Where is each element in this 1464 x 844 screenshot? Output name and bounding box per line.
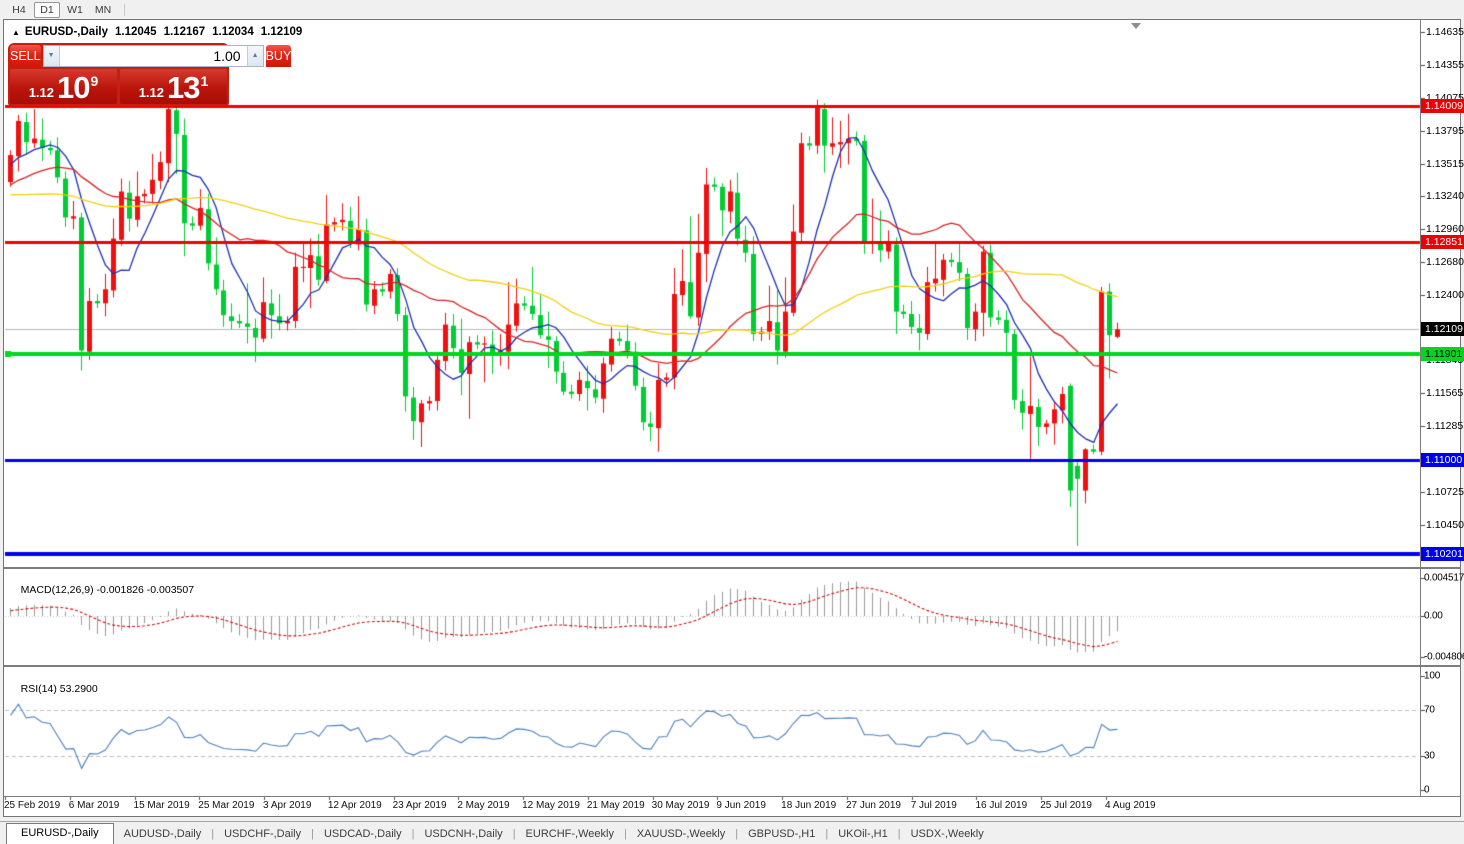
chart-tab-usdx-weekly[interactable]: USDX-,Weekly xyxy=(910,828,984,840)
date-axis-separator xyxy=(4,796,1461,797)
date-tick-label: 4 Aug 2019 xyxy=(1105,800,1156,811)
date-tick-label: 15 Mar 2019 xyxy=(133,800,190,811)
chart-title: ▲ EURUSD-,Daily 1.12045 1.12167 1.12034 … xyxy=(12,25,302,39)
date-tick-label: 16 Jul 2019 xyxy=(975,800,1028,811)
rsi-scale-label: 100 xyxy=(1424,670,1441,682)
chart-tab-audusd-daily[interactable]: AUDUSD-,Daily xyxy=(123,828,202,840)
ohlc-close: 1.12109 xyxy=(260,26,303,38)
date-tick-label: 25 Jul 2019 xyxy=(1040,800,1092,811)
chart-shift-marker-icon[interactable] xyxy=(1131,23,1141,29)
hline-price-badge[interactable]: 1.11000 xyxy=(1421,452,1464,467)
ohlc-high: 1.12167 xyxy=(163,26,206,38)
hline-price-badge[interactable]: 1.14009 xyxy=(1421,98,1464,113)
chart-symbol-label: EURUSD-,Daily xyxy=(24,26,108,38)
hline-price-badge[interactable]: 1.11901 xyxy=(1421,346,1464,361)
tab-separator: | xyxy=(211,828,215,840)
macd-pane-separator[interactable] xyxy=(4,567,1461,569)
price-tick-label: 1.14635 xyxy=(1426,26,1464,38)
date-tick-label: 2 May 2019 xyxy=(457,800,510,811)
price-tick-label: 1.14355 xyxy=(1426,58,1464,71)
date-tick-label: 23 Apr 2019 xyxy=(392,800,447,811)
sell-price-pip: 9 xyxy=(90,73,99,89)
chart-tab-gbpusd-h1[interactable]: GBPUSD-,H1 xyxy=(748,828,816,840)
chart-tab-ukoil-h1[interactable]: UKOil-,H1 xyxy=(838,828,888,840)
chart-tab-usdcad-daily[interactable]: USDCAD-,Daily xyxy=(323,828,402,840)
current-price-badge: 1.12109 xyxy=(1421,322,1464,337)
tab-separator: | xyxy=(311,828,314,840)
volume-input[interactable] xyxy=(59,46,247,66)
buy-price-box[interactable]: 1.12 13 1 xyxy=(120,69,227,104)
price-tick-label: 1.11285 xyxy=(1426,420,1464,433)
tab-separator: | xyxy=(512,828,516,840)
hline-price-badge[interactable]: 1.12851 xyxy=(1421,235,1464,250)
buy-price-pip: 1 xyxy=(200,73,209,89)
macd-indicator-label: MACD(12,26,9) -0.001826 -0.003507 xyxy=(20,584,195,596)
price-tick-label: 1.13795 xyxy=(1426,124,1464,137)
macd-signal-value: -0.003507 xyxy=(146,584,195,596)
price-tick-label: 1.10725 xyxy=(1426,486,1464,499)
chart-tab-eurusd-daily[interactable]: EURUSD-,Daily xyxy=(6,823,114,844)
date-tick-label: 27 Jun 2019 xyxy=(845,800,901,811)
price-tick-label: 1.12960 xyxy=(1426,223,1464,236)
sell-price-box[interactable]: 1.12 10 9 xyxy=(10,69,117,104)
tab-separator: | xyxy=(735,828,739,840)
buy-price-prefix: 1.12 xyxy=(138,85,165,100)
volume-decrease-icon[interactable]: ▼ xyxy=(43,46,60,66)
rsi-scale-label: 30 xyxy=(1424,750,1435,762)
date-tick-label: 30 May 2019 xyxy=(651,800,710,811)
rsi-scale-label: 0 xyxy=(1424,784,1430,796)
chart-tab-usdchf-daily[interactable]: USDCHF-,Daily xyxy=(224,828,302,840)
rsi-indicator-label: RSI(14) 53.2900 xyxy=(20,683,98,695)
date-tick-label: 3 Apr 2019 xyxy=(263,800,312,811)
rsi-scale-label: 70 xyxy=(1424,704,1435,716)
rsi-pane-separator[interactable] xyxy=(4,665,1461,667)
date-tick-label: 7 Jul 2019 xyxy=(910,800,957,811)
date-tick-label: 18 Jun 2019 xyxy=(781,800,837,811)
hline-price-badge[interactable]: 1.10201 xyxy=(1421,547,1464,561)
tab-separator: | xyxy=(897,828,901,840)
price-tick-label: 1.13515 xyxy=(1426,157,1464,170)
macd-scale-label: 0.004517 xyxy=(1424,572,1464,584)
date-tick-label: 25 Mar 2019 xyxy=(198,800,255,811)
sell-button[interactable]: SELL xyxy=(10,45,41,67)
sell-price-prefix: 1.12 xyxy=(28,85,55,100)
rsi-value: 53.2900 xyxy=(59,683,98,695)
chart-tab-bar: EURUSD-,Daily AUDUSD-,Daily | USDCHF-,Daily… xyxy=(0,821,1464,844)
volume-stepper: ▼ ▲ xyxy=(42,45,264,67)
macd-main-value: -0.001826 xyxy=(96,584,144,596)
price-tick-label: 1.12680 xyxy=(1426,256,1464,269)
buy-button[interactable]: BUY xyxy=(265,45,292,67)
date-tick-label: 12 May 2019 xyxy=(522,800,580,811)
date-tick-label: 6 Mar 2019 xyxy=(68,800,120,811)
price-tick-label: 1.10450 xyxy=(1426,518,1464,531)
date-tick-label: 21 May 2019 xyxy=(586,800,645,811)
sell-price-big: 10 xyxy=(57,70,90,105)
date-tick-label: 25 Feb 2019 xyxy=(4,800,61,811)
one-click-trade-panel: SELL ▼ ▲ BUY 1.12 10 9 1.12 13 1 xyxy=(8,43,292,106)
ohlc-low: 1.12034 xyxy=(212,26,254,38)
price-axis-separator xyxy=(1420,20,1421,796)
price-tick-label: 1.11565 xyxy=(1426,387,1464,400)
date-tick-label: 12 Apr 2019 xyxy=(327,800,382,811)
tab-separator: | xyxy=(411,828,415,840)
ohlc-open: 1.12045 xyxy=(115,26,157,38)
chart-tab-usdcnh-daily[interactable]: USDCNH-,Daily xyxy=(424,828,503,840)
price-tick-label: 1.12400 xyxy=(1426,289,1464,302)
macd-scale-label: -0.004806 xyxy=(1424,651,1464,663)
volume-increase-icon[interactable]: ▲ xyxy=(246,46,263,66)
price-tick-label: 1.13240 xyxy=(1426,190,1464,203)
macd-scale-label: 0.00 xyxy=(1424,610,1443,622)
tab-separator: | xyxy=(623,828,627,840)
buy-price-big: 13 xyxy=(167,70,200,105)
date-tick-label: 9 Jun 2019 xyxy=(716,800,766,811)
collapse-panel-icon[interactable]: ▲ xyxy=(12,27,20,37)
chart-tab-xauusd-weekly[interactable]: XAUUSD-,Weekly xyxy=(636,828,726,840)
tab-separator: | xyxy=(825,828,829,840)
chart-tab-eurchf-weekly[interactable]: EURCHF-,Weekly xyxy=(525,828,614,840)
